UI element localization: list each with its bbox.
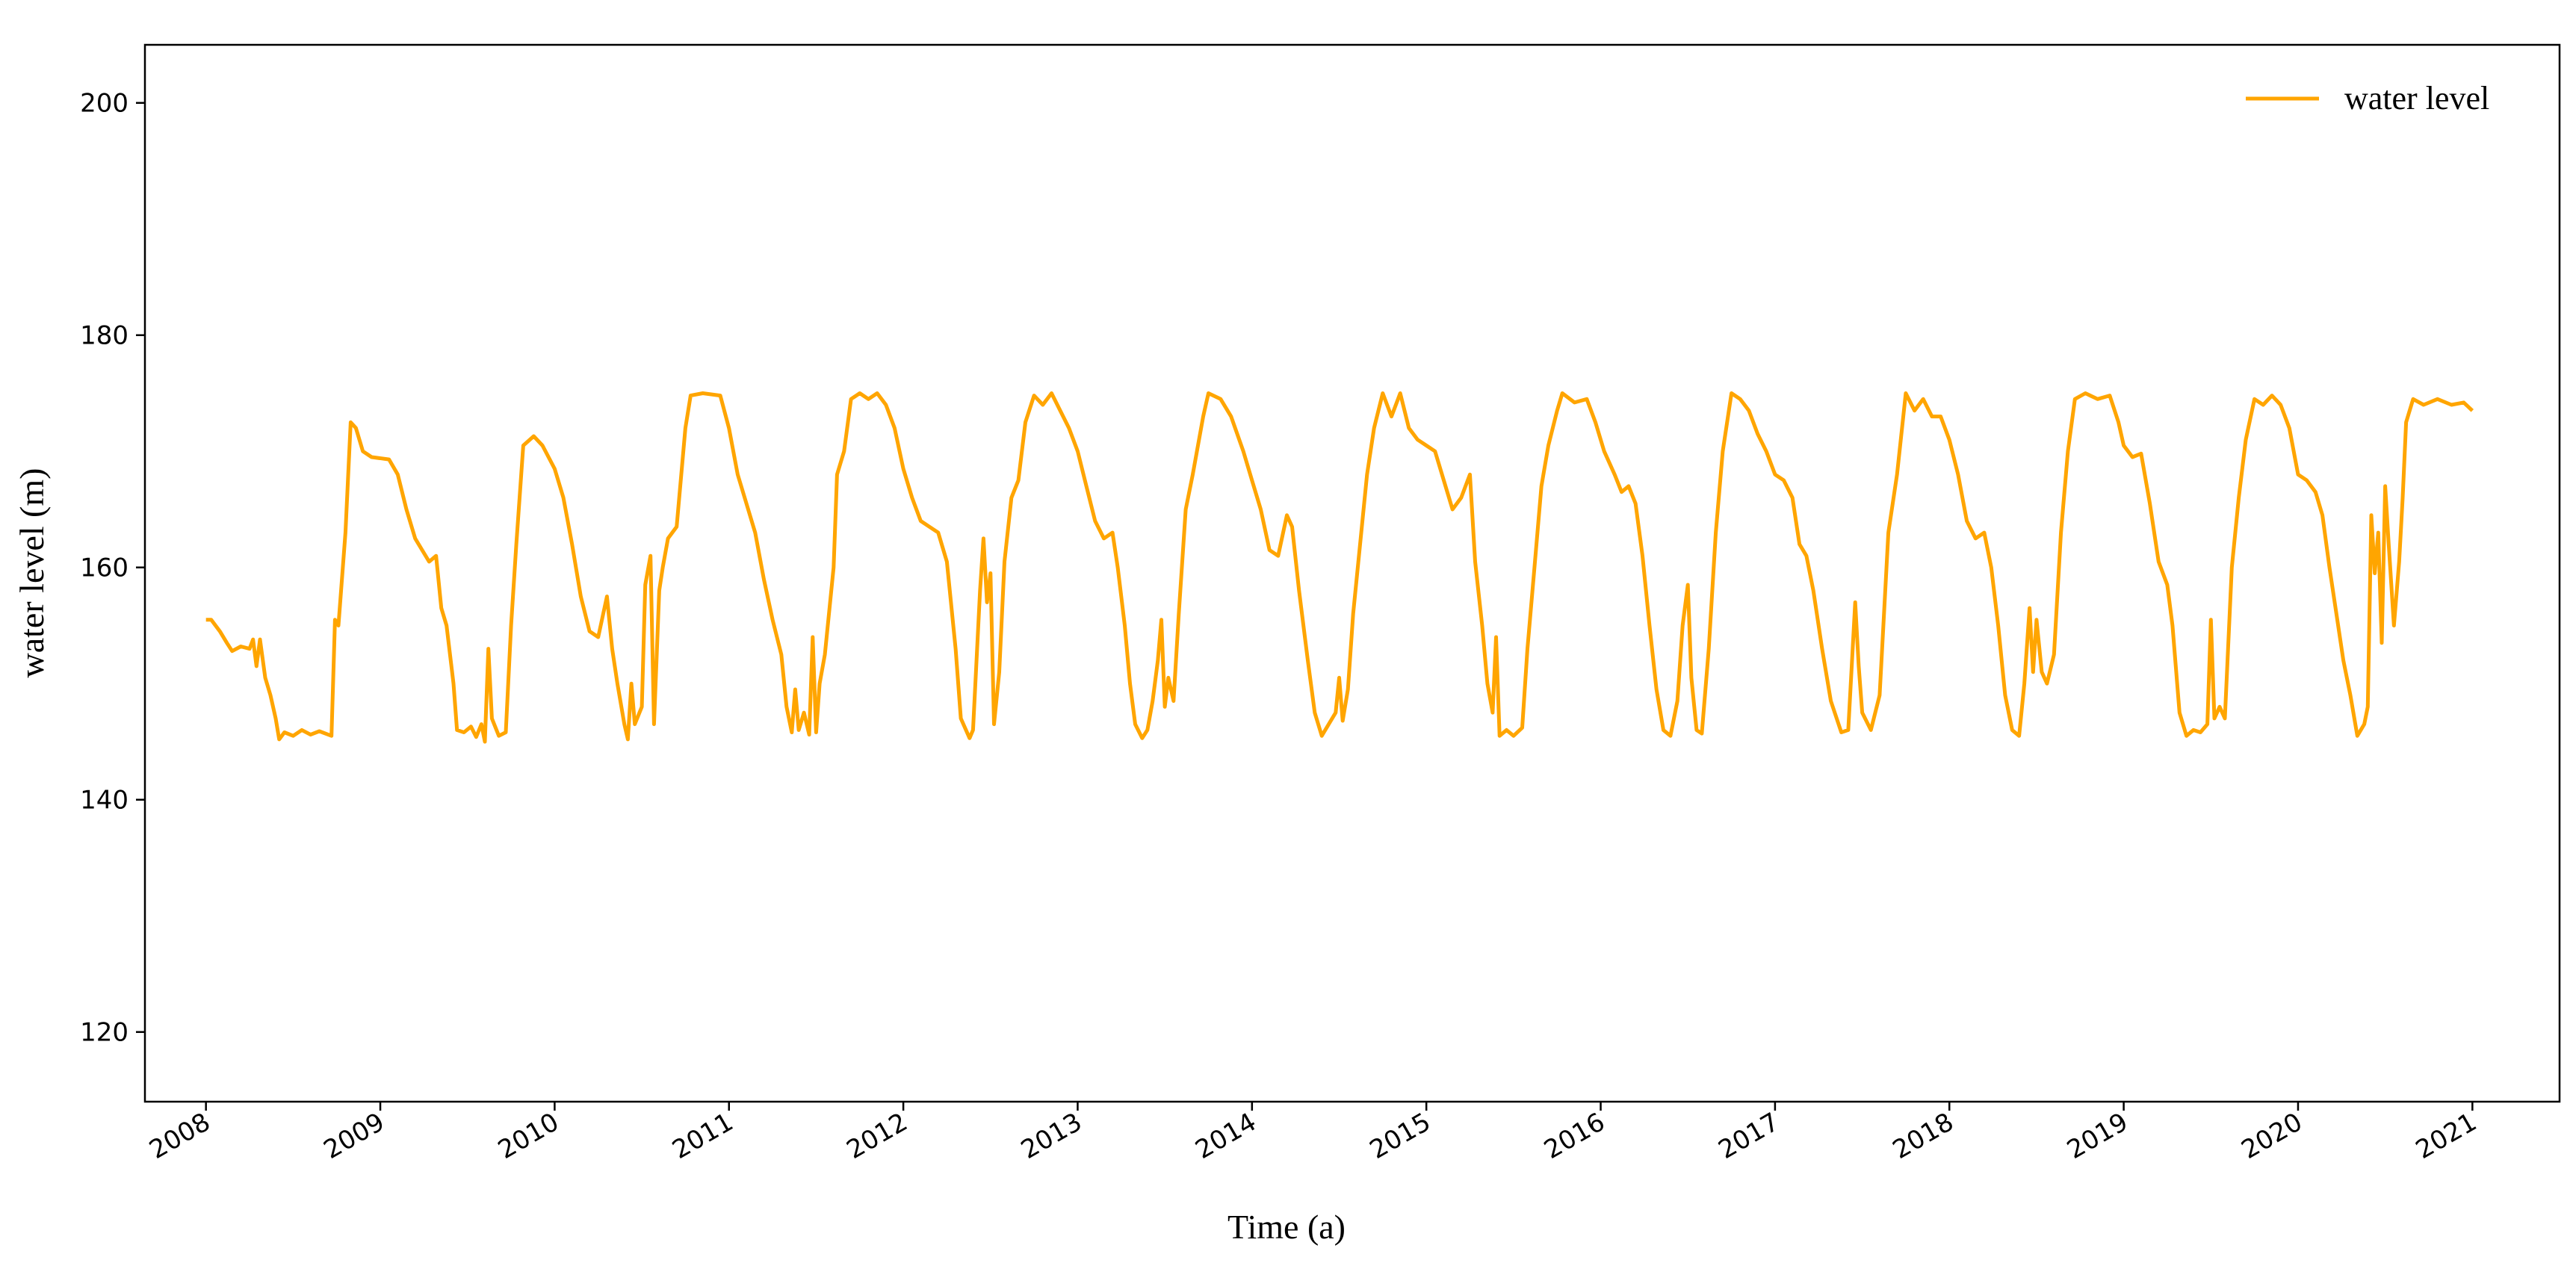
x-tick-label-2012: 2012 <box>842 1107 913 1165</box>
x-tick-label-2008: 2008 <box>144 1107 215 1165</box>
x-tick-label-2020: 2020 <box>2237 1107 2308 1165</box>
y-tick-label-120: 120 <box>80 1018 129 1048</box>
x-tick-label-2017: 2017 <box>1713 1107 1784 1165</box>
legend: water level <box>2246 80 2489 117</box>
series-layer <box>205 391 2474 744</box>
y-tick-label-160: 160 <box>80 553 129 583</box>
x-tick-label-2016: 2016 <box>1539 1107 1610 1165</box>
x-tick-label-2011: 2011 <box>667 1107 738 1165</box>
x-tick-label-2010: 2010 <box>493 1107 564 1165</box>
plot-frame <box>143 43 2561 1103</box>
x-axis-title: Time (a) <box>1227 1208 1346 1246</box>
series-line-0 <box>205 391 2474 744</box>
y-axis-title: water level (m) <box>13 468 51 678</box>
x-tick-label-2018: 2018 <box>1888 1107 1959 1165</box>
x-tick-label-2014: 2014 <box>1190 1107 1261 1165</box>
x-tick-label-2021: 2021 <box>2411 1107 2482 1165</box>
legend-label: water level <box>2344 80 2489 117</box>
x-tick-label-2009: 2009 <box>319 1107 390 1165</box>
y-tick-label-180: 180 <box>80 321 129 351</box>
x-tick-label-2015: 2015 <box>1365 1107 1436 1165</box>
x-axis: 2008 2009 2010 2011 2012 2013 2014 2015 2016 2017… <box>144 1102 2482 1165</box>
y-axis: 120 140 160 180 200 <box>80 89 145 1048</box>
y-tick-label-140: 140 <box>80 786 129 816</box>
x-tick-label-2019: 2019 <box>2062 1107 2133 1165</box>
y-tick-label-200: 200 <box>80 89 129 119</box>
x-tick-label-2013: 2013 <box>1016 1107 1087 1165</box>
